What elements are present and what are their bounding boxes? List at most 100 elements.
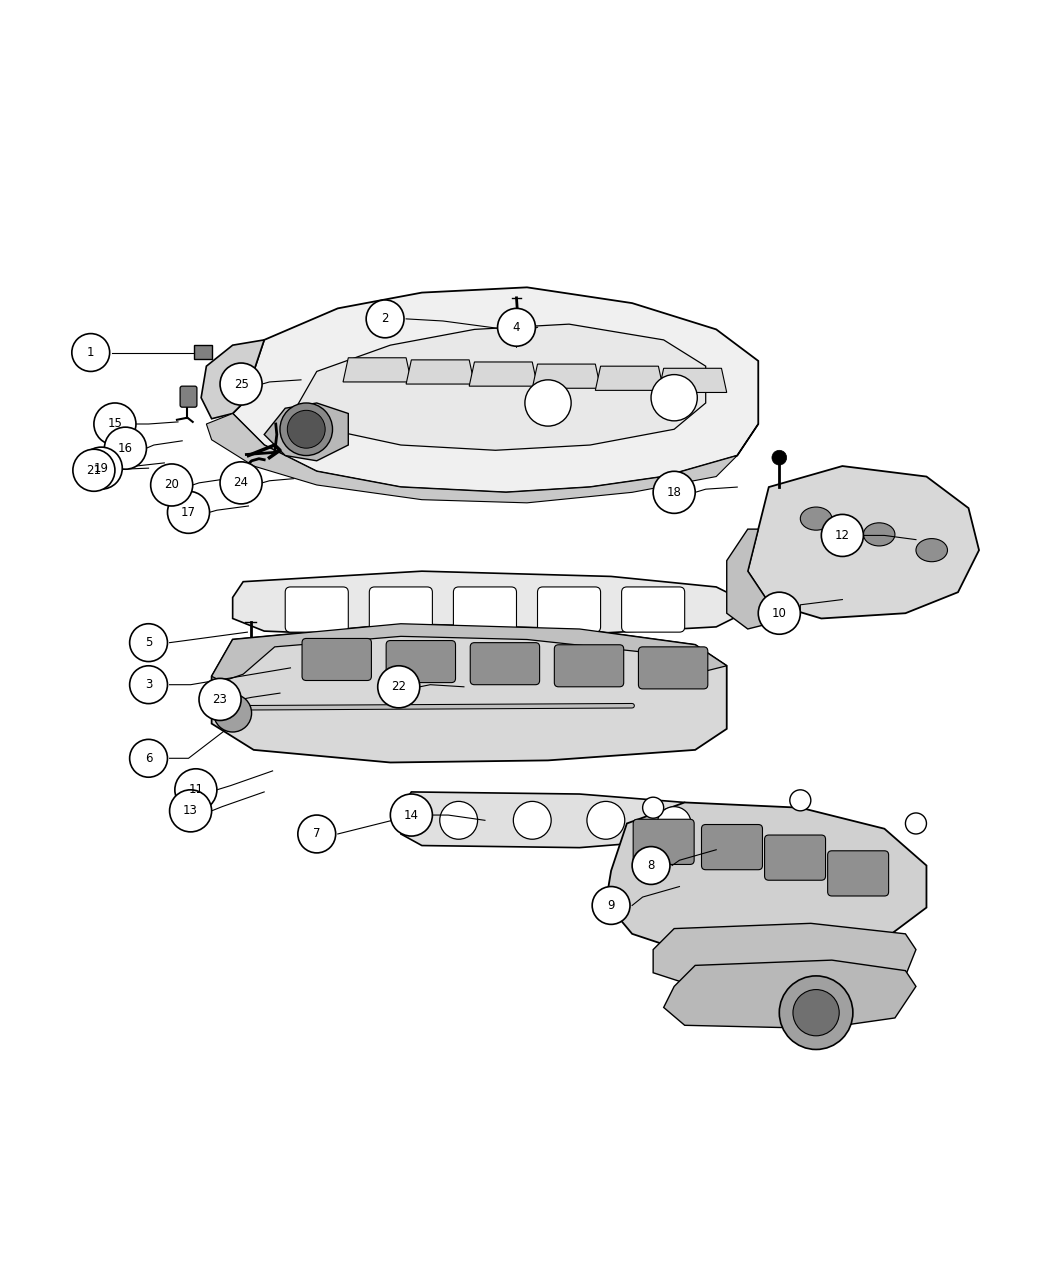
FancyBboxPatch shape	[622, 587, 685, 632]
Circle shape	[587, 802, 625, 839]
Polygon shape	[664, 961, 916, 1028]
FancyBboxPatch shape	[369, 587, 432, 632]
Polygon shape	[233, 288, 758, 492]
Circle shape	[130, 739, 168, 778]
Circle shape	[94, 403, 136, 445]
Text: 11: 11	[189, 783, 203, 797]
Circle shape	[793, 990, 839, 1036]
Text: 12: 12	[835, 530, 850, 542]
Circle shape	[440, 802, 477, 839]
FancyBboxPatch shape	[633, 820, 695, 865]
FancyBboxPatch shape	[453, 587, 516, 632]
Polygon shape	[265, 403, 348, 460]
Circle shape	[632, 847, 670, 885]
FancyBboxPatch shape	[827, 851, 889, 897]
Text: 20: 20	[164, 478, 179, 491]
Polygon shape	[194, 345, 212, 359]
Polygon shape	[401, 792, 696, 848]
Text: 15: 15	[108, 417, 122, 431]
Text: 2: 2	[382, 312, 389, 325]
Circle shape	[772, 450, 786, 466]
Circle shape	[789, 790, 811, 811]
FancyBboxPatch shape	[554, 645, 624, 687]
Circle shape	[151, 464, 193, 506]
FancyBboxPatch shape	[386, 641, 455, 683]
Circle shape	[175, 769, 217, 811]
Circle shape	[220, 462, 262, 504]
Ellipse shape	[916, 538, 948, 561]
Text: 23: 23	[213, 693, 228, 706]
Text: 21: 21	[86, 464, 101, 477]
Text: 17: 17	[181, 505, 196, 519]
Polygon shape	[606, 802, 926, 955]
Circle shape	[72, 334, 110, 371]
Circle shape	[513, 802, 551, 839]
Text: 3: 3	[144, 678, 152, 691]
Polygon shape	[212, 624, 726, 682]
Text: 1: 1	[87, 347, 95, 359]
Polygon shape	[343, 358, 411, 382]
Text: 6: 6	[144, 752, 153, 765]
Circle shape	[525, 380, 571, 426]
Circle shape	[288, 411, 326, 448]
Circle shape	[643, 797, 664, 819]
Polygon shape	[653, 923, 916, 986]
Circle shape	[170, 790, 212, 831]
Polygon shape	[747, 466, 979, 619]
Text: 14: 14	[404, 808, 418, 821]
Polygon shape	[286, 324, 706, 450]
Text: 25: 25	[234, 377, 249, 390]
Polygon shape	[406, 359, 474, 384]
Text: 24: 24	[234, 476, 249, 490]
Polygon shape	[726, 530, 768, 629]
Polygon shape	[469, 362, 538, 386]
Circle shape	[658, 807, 691, 840]
Circle shape	[651, 375, 698, 421]
Circle shape	[220, 363, 262, 405]
FancyBboxPatch shape	[538, 587, 601, 632]
Polygon shape	[207, 413, 758, 503]
Circle shape	[199, 678, 241, 720]
Circle shape	[758, 592, 800, 634]
Circle shape	[104, 427, 147, 469]
Text: 22: 22	[391, 680, 406, 693]
Polygon shape	[201, 340, 265, 418]
Circle shape	[298, 815, 335, 853]
Ellipse shape	[863, 523, 895, 546]
Circle shape	[73, 449, 115, 491]
Text: 10: 10	[772, 606, 786, 620]
Polygon shape	[659, 368, 726, 393]
Circle shape	[130, 624, 168, 661]
Polygon shape	[212, 624, 726, 762]
Text: 7: 7	[313, 828, 320, 840]
Circle shape	[214, 694, 252, 732]
Circle shape	[80, 448, 122, 489]
Circle shape	[821, 514, 863, 556]
Ellipse shape	[800, 506, 832, 531]
FancyBboxPatch shape	[764, 835, 825, 880]
Circle shape	[905, 813, 926, 834]
Text: 4: 4	[512, 321, 521, 334]
Circle shape	[592, 886, 630, 925]
Text: 8: 8	[647, 859, 655, 872]
Circle shape	[390, 794, 432, 836]
Circle shape	[653, 471, 696, 513]
Text: 5: 5	[144, 636, 152, 650]
Text: 13: 13	[183, 804, 198, 817]
Circle shape	[280, 403, 332, 455]
Circle shape	[366, 301, 404, 338]
FancyBboxPatch shape	[702, 825, 762, 870]
Text: 18: 18	[667, 486, 682, 499]
FancyBboxPatch shape	[639, 647, 708, 689]
FancyBboxPatch shape	[302, 638, 371, 680]
Circle shape	[497, 308, 535, 347]
FancyBboxPatch shape	[180, 386, 197, 407]
Polygon shape	[596, 366, 664, 390]
Polygon shape	[233, 572, 737, 637]
Circle shape	[130, 666, 168, 703]
Text: 16: 16	[118, 441, 133, 454]
Text: 19: 19	[94, 462, 109, 475]
Circle shape	[168, 491, 210, 533]
Polygon shape	[532, 365, 601, 389]
Circle shape	[779, 976, 853, 1050]
